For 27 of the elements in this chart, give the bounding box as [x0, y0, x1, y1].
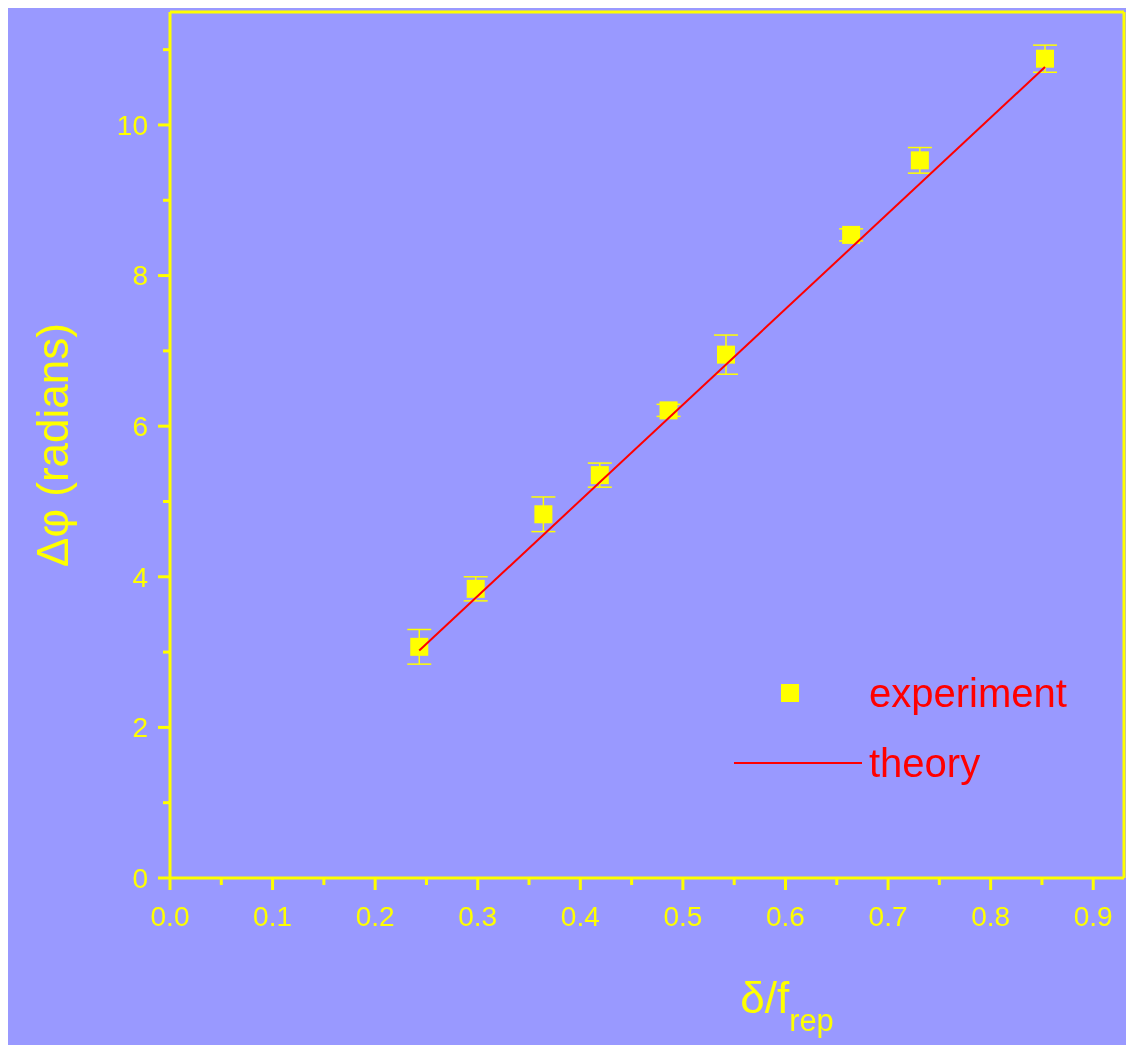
x-tick-label: 0.1	[253, 901, 293, 932]
y-axis-title: Δφ (radians)	[28, 323, 77, 567]
x-axis-title: δ/f$_{rep}$	[740, 973, 834, 1038]
point	[716, 345, 735, 364]
x-tick-label: 0.4	[560, 901, 600, 932]
legend-label: theory	[869, 741, 981, 785]
point	[659, 401, 678, 420]
x-tick-label: 0.7	[868, 901, 908, 932]
y-tick-label: 2	[132, 712, 148, 744]
x-tick-label: 0.8	[971, 901, 1011, 932]
x-tick-label: 0.3	[458, 901, 498, 932]
x-tick-label: 0.0	[150, 901, 190, 932]
point	[1036, 49, 1055, 68]
y-tick-label: 6	[132, 410, 148, 442]
x-tick-label: 0.2	[355, 901, 395, 932]
point	[534, 505, 553, 524]
y-tick-label: 8	[132, 260, 148, 292]
y-tick-label: 0	[132, 862, 148, 894]
point	[842, 225, 861, 244]
legend-label: experiment	[869, 671, 1067, 715]
point	[410, 637, 429, 656]
x-tick-label: 0.6	[766, 901, 805, 932]
y-tick-label: 4	[132, 561, 148, 593]
x-tick-label: 0.9	[1073, 901, 1113, 932]
point	[910, 151, 929, 170]
x-tick-label: 0.5	[663, 901, 703, 932]
y-tick-label: 10	[116, 109, 148, 141]
